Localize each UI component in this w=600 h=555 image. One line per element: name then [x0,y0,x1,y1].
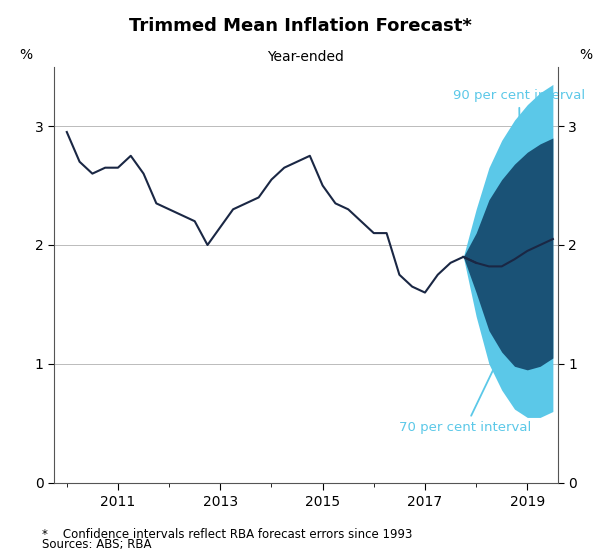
Text: Sources: ABS; RBA: Sources: ABS; RBA [42,538,151,551]
Title: Year-ended: Year-ended [268,50,344,64]
Text: %: % [579,48,592,62]
Text: 70 per cent interval: 70 per cent interval [400,356,532,434]
Text: 90 per cent interval: 90 per cent interval [453,89,585,135]
Text: Trimmed Mean Inflation Forecast*: Trimmed Mean Inflation Forecast* [128,17,472,34]
Text: *    Confidence intervals reflect RBA forecast errors since 1993: * Confidence intervals reflect RBA forec… [42,528,412,541]
Text: %: % [20,48,33,62]
